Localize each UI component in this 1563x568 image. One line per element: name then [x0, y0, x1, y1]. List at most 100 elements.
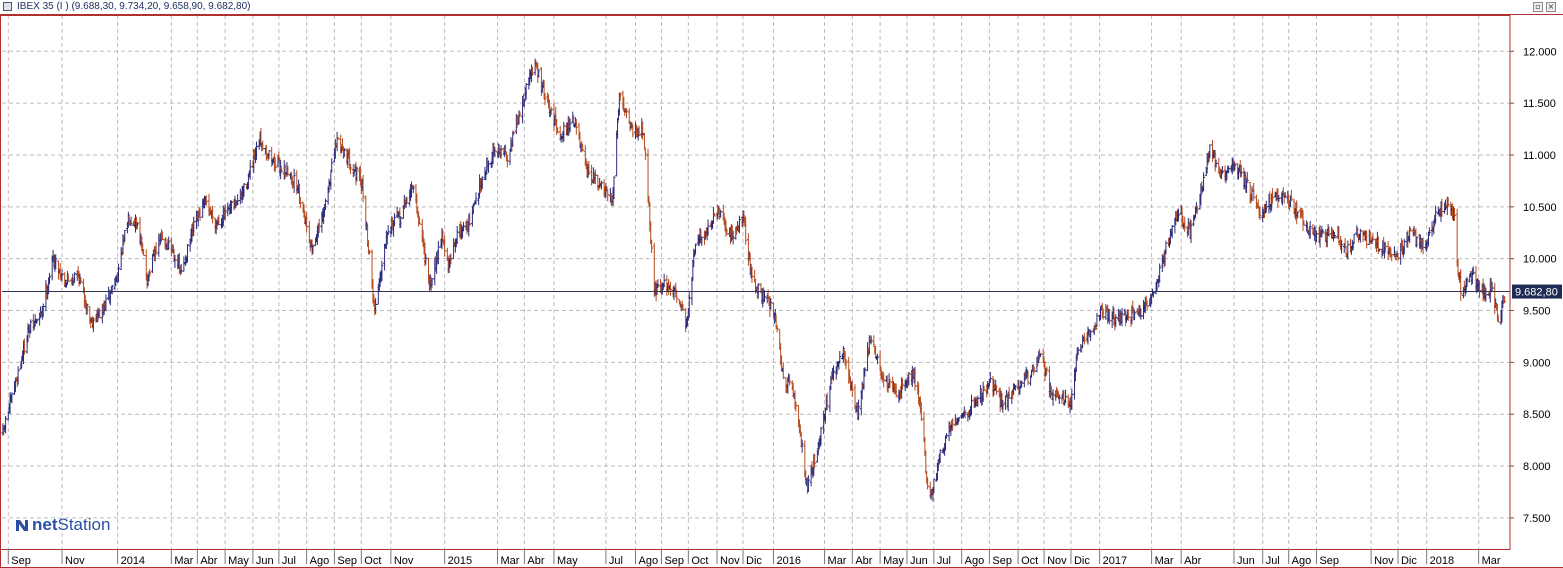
ohlc-bar	[769, 298, 773, 310]
x-tick-label: Sep	[11, 555, 31, 567]
ohlc-bar	[1220, 165, 1224, 174]
ohlc-bar	[725, 228, 729, 235]
ohlc-bar	[1386, 240, 1390, 261]
ohlc-bar	[1150, 294, 1154, 304]
x-tick-label: Nov	[1047, 555, 1067, 567]
ohlc-bar	[254, 141, 258, 160]
ohlc-bar	[746, 233, 750, 266]
ohlc-bar	[429, 276, 433, 293]
netstation-logo: netStation	[14, 515, 110, 535]
ohlc-bar	[913, 366, 917, 391]
price-chart[interactable]: 7.500 8.000 8.500 9.000 9.500 10.000 10.500 11.…	[0, 15, 1563, 568]
ohlc-bar	[832, 365, 836, 381]
ohlc-bar	[756, 283, 760, 299]
ohlc-bar	[643, 147, 647, 161]
y-tick-label: 12.000	[1523, 46, 1557, 58]
ohlc-bar	[1446, 197, 1450, 207]
logo-net-text: net	[32, 515, 58, 534]
ohlc-bar	[380, 260, 384, 281]
ohlc-bar	[786, 376, 790, 394]
ohlc-bar	[1494, 298, 1498, 308]
ohlc-bar	[1455, 208, 1459, 267]
ohlc-bar	[768, 296, 772, 318]
ohlc-bar	[167, 236, 171, 250]
ohlc-bar	[618, 92, 622, 101]
restore-button[interactable]: ▫	[1533, 2, 1543, 12]
ohlc-bar	[455, 225, 459, 244]
ohlc-bar	[867, 335, 871, 355]
ohlc-bar	[399, 216, 403, 228]
ohlc-bar	[631, 124, 635, 138]
ohlc-bar	[841, 345, 845, 363]
ohlc-bar	[926, 477, 930, 490]
ohlc-bar	[581, 143, 585, 152]
ohlc-bar	[982, 385, 986, 392]
ohlc-bar	[813, 454, 817, 468]
ohlc-bar	[311, 244, 315, 255]
ohlc-bar	[1333, 235, 1337, 239]
ohlc-bar	[330, 158, 334, 173]
ohlc-bar	[556, 126, 560, 134]
ohlc-bar	[1045, 366, 1049, 375]
ohlc-bar	[411, 185, 415, 194]
ohlc-bar	[505, 154, 509, 168]
ohlc-bar	[825, 392, 829, 411]
ohlc-bar	[493, 147, 497, 158]
ohlc-bar	[1057, 394, 1061, 404]
ohlc-bar	[223, 204, 227, 220]
x-tick-label: 2018	[1430, 555, 1454, 567]
ohlc-bar	[957, 416, 961, 422]
ohlc-bar	[1496, 316, 1500, 323]
x-tick-label: Nov	[394, 555, 414, 567]
ohlc-bars	[1, 58, 1507, 502]
y-tick-label: 10.000	[1523, 254, 1557, 266]
ohlc-bar	[1277, 195, 1281, 202]
ohlc-bar	[1264, 200, 1268, 213]
ohlc-bar	[1258, 206, 1262, 220]
ohlc-bar	[60, 269, 64, 281]
ohlc-bar	[605, 185, 609, 192]
ohlc-bar	[35, 318, 39, 324]
ohlc-bar	[1189, 220, 1193, 243]
ohlc-bar	[706, 219, 710, 236]
chart-icon	[3, 2, 12, 11]
x-tick-label: May	[228, 555, 249, 567]
last-price-label: 9.682,80	[1515, 287, 1558, 299]
close-button[interactable]: ×	[1546, 2, 1556, 12]
ohlc-bar	[512, 130, 516, 136]
ohlc-bar	[1219, 169, 1223, 180]
ohlc-bar	[386, 225, 390, 236]
ohlc-bar	[449, 253, 453, 265]
ohlc-bar	[1283, 191, 1287, 198]
ohlc-bar	[737, 215, 741, 234]
ohlc-bar	[1471, 266, 1475, 276]
ohlc-bar	[1026, 370, 1030, 386]
x-tick-label: Ago	[1292, 555, 1312, 567]
ohlc-bar	[650, 239, 654, 253]
ohlc-bar	[625, 108, 629, 119]
y-tick-label: 7.500	[1523, 513, 1551, 525]
ohlc-bar	[22, 338, 26, 355]
last-price-badge-bg	[1512, 284, 1562, 299]
x-tick-label: Oct	[691, 555, 708, 567]
ohlc-bar	[667, 278, 671, 295]
ohlc-bar	[1089, 329, 1093, 342]
ohlc-bar	[976, 395, 980, 407]
ohlc-bar	[1082, 332, 1086, 345]
ohlc-bar	[297, 183, 301, 204]
ohlc-bar	[418, 216, 422, 225]
ohlc-bar	[73, 272, 77, 283]
ohlc-bar	[656, 279, 660, 289]
ohlc-bar	[969, 394, 973, 416]
x-tick-label: Dic	[1074, 555, 1090, 567]
ohlc-bar	[135, 221, 139, 229]
x-tick-label: 2016	[776, 555, 800, 567]
y-tick-label: 11.500	[1523, 98, 1556, 110]
ohlc-bar	[694, 243, 698, 255]
ohlc-bar	[1213, 150, 1217, 172]
ohlc-bar	[894, 383, 898, 398]
ohlc-bar	[1145, 300, 1149, 311]
ohlc-bar	[875, 353, 879, 365]
ohlc-bar	[56, 260, 60, 280]
